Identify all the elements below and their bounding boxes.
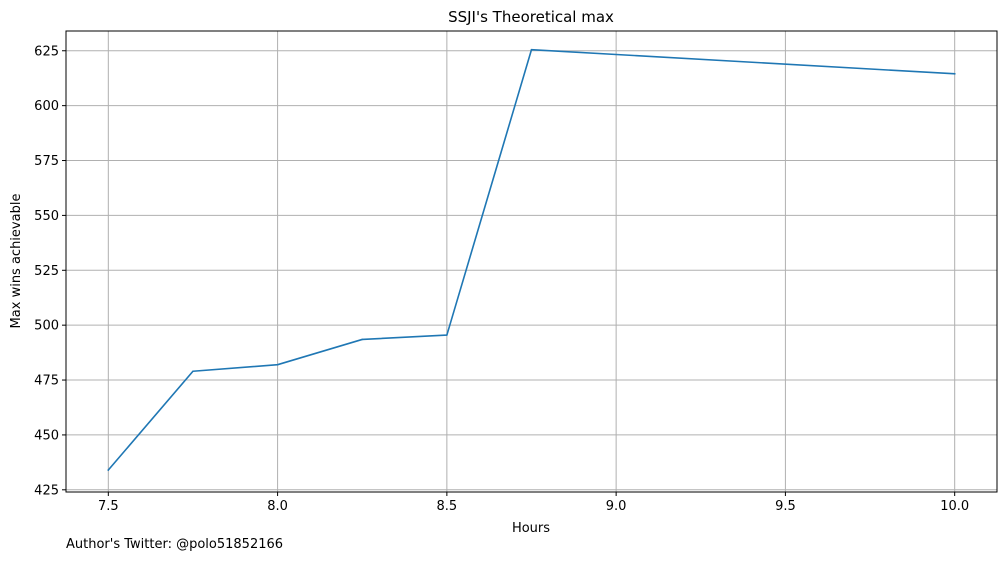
x-tick-label: 7.5 <box>98 499 119 514</box>
plot-area-frame <box>65 30 998 493</box>
y-tick-label: 600 <box>34 99 59 114</box>
data-point <box>446 334 448 336</box>
chart-title: SSJI's Theoretical max <box>448 8 614 26</box>
x-tick-label: 8.0 <box>267 499 288 514</box>
y-tick-label: 575 <box>34 154 59 169</box>
x-tick-label: 9.0 <box>606 499 627 514</box>
series-layer <box>107 48 956 472</box>
data-point <box>530 48 533 51</box>
y-axis-label: Max wins achievable <box>9 194 24 329</box>
data-point <box>953 73 956 75</box>
author-twitter-note: Author's Twitter: @polo51852166 <box>66 537 284 552</box>
y-tick-label: 450 <box>34 428 59 443</box>
x-tick-label: 8.5 <box>437 499 458 514</box>
y-tick-label: 425 <box>34 483 59 498</box>
data-point <box>361 338 364 341</box>
y-tick-label: 500 <box>34 319 59 334</box>
x-axis-label: Hours <box>512 521 550 536</box>
data-point <box>107 469 110 471</box>
y-tick-label: 625 <box>34 44 59 59</box>
series-line <box>107 48 956 472</box>
y-tick-label: 525 <box>34 264 59 279</box>
data-point <box>276 363 279 366</box>
data-point <box>192 370 194 373</box>
y-tick-label: 550 <box>34 209 59 224</box>
y-tick-label: 475 <box>34 374 59 389</box>
axis-ticks: 7.5 8.0 8.5 9.0 9.5 10.0 425 450 475 500 525 550 575… <box>34 44 969 514</box>
x-tick-label: 10.0 <box>940 499 969 514</box>
x-tick-label: 9.5 <box>775 499 796 514</box>
grid-lines <box>66 31 997 492</box>
